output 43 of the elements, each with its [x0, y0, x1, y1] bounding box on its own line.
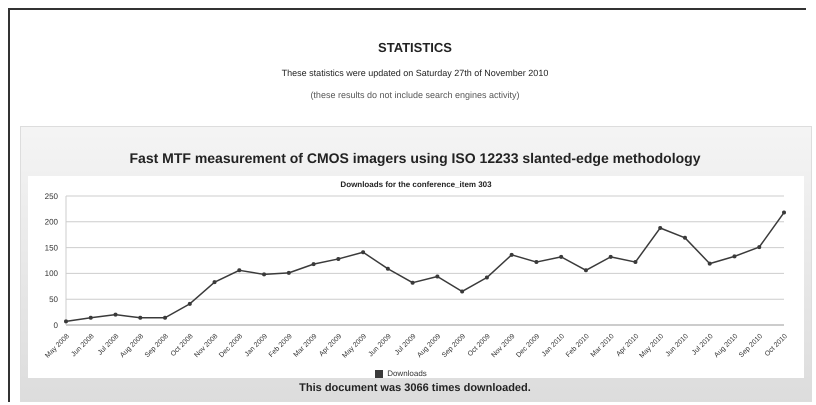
point: [534, 260, 538, 264]
point: [286, 270, 291, 275]
point: [559, 254, 564, 259]
point: [386, 266, 390, 271]
point: [708, 262, 712, 266]
point: [510, 252, 514, 257]
point: [658, 226, 662, 230]
y-tick-label: 200: [44, 218, 59, 227]
point: [608, 254, 613, 259]
point: [88, 316, 93, 320]
point: [584, 268, 588, 272]
y-tick-label: 50: [49, 295, 59, 304]
point: [435, 274, 440, 278]
y-tick-label: 150: [44, 243, 59, 252]
point: [732, 254, 736, 258]
point: [237, 268, 242, 272]
point: [460, 289, 464, 294]
chart-title: Downloads for the conference_item 303: [339, 180, 493, 189]
point: [782, 210, 786, 215]
point: [682, 236, 687, 240]
text: Fast MTF measurement of CMOS imagers using ISO 12233 slanted-edge methodology: [128, 150, 702, 166]
point: [188, 302, 192, 306]
y-tick-label: 250: [44, 192, 59, 201]
point: [361, 250, 366, 254]
text: These statistics were updated on Saturday 27th of November 2010: [280, 68, 550, 78]
y-tick-label: 0: [54, 320, 59, 330]
point: [64, 319, 68, 324]
point: [262, 272, 266, 276]
text: This document was 3066 times downloaded.: [298, 382, 532, 394]
point: [312, 262, 316, 266]
point: [484, 276, 489, 280]
legend-label: Downloads: [387, 369, 427, 378]
point: [633, 260, 638, 264]
point: [757, 245, 762, 250]
point: [163, 316, 168, 320]
point: [336, 256, 340, 261]
point: [114, 312, 118, 317]
text: STATISTICS: [377, 40, 453, 55]
point: [212, 280, 217, 284]
point: [138, 316, 142, 320]
y-tick-label: 100: [44, 269, 59, 278]
point: [410, 280, 415, 285]
text: (these results do not include search engines activity): [309, 90, 521, 100]
